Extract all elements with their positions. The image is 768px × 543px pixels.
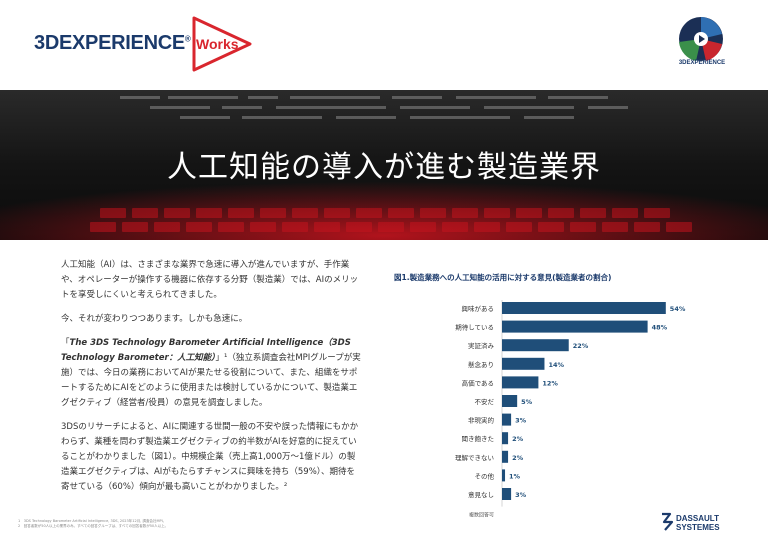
bar [502,395,518,407]
brand-name: 3DEXPERIENCE [34,32,185,54]
value-label: 5% [521,398,533,406]
category-label: 理解できない [455,453,494,462]
value-label: 3% [515,491,527,499]
bar [502,302,666,314]
footnote-1: 1 3DS Technology Barometer Artificial In… [18,519,167,523]
hero-title: 人工知能の導入が進む製造業界 [167,150,601,185]
chart-title: 図1.製造業務への人工知能の活用に対する意見(製造業者の割合) [394,273,612,282]
value-label: 2% [512,435,524,443]
category-label: 意見なし [468,490,494,499]
bar [502,357,545,370]
category-label: 興味がある [462,304,495,313]
dassault-mark-icon [662,512,674,531]
footnotes: 1 3DS Technology Barometer Artificial In… [18,519,378,529]
value-label: 2% [512,454,524,462]
bar [502,432,509,445]
category-label: 非現実的 [468,416,495,425]
article-body: 人工知能（AI）は、さまざまな業界で急速に導入が進んでいますが、手作業や、オペレ… [61,258,361,504]
compass-icon [679,17,723,61]
brand-logo: 3DEXPERIENCE® [34,32,191,55]
dassault-logo: DASSAULT SYSTEMES [676,514,720,532]
report-title: The 3DS Technology Barometer Artificial … [61,338,351,363]
category-label: 懸念あり [468,360,494,369]
opinion-bar-chart: 興味がある 54% 期待している 48% 実証済み 22% 懸念あり 14% 高価である 12% 不… [455,300,686,518]
paragraph-change: 今、それが変わりつつあります。しかも急速に。 [61,314,248,324]
paragraph-findings: 3DSのリサーチによると、AIに関連する世間一般の不安や誤った情報にもかかわらず… [61,422,359,492]
category-label: 高価である [462,378,494,387]
chart-note: 複数回答可 [469,512,494,518]
category-label: 聞き飽きた [462,434,495,443]
paragraph-survey: 「The 3DS Technology Barometer Artificial… [61,336,361,411]
value-label: 12% [542,379,558,387]
compass-label: 3DEXPERIENCE [678,60,726,66]
bar [502,376,539,389]
works-label: Works [196,36,239,52]
paragraph-intro: 人工知能（AI）は、さまざまな業界で急速に導入が進んでいますが、手作業や、オペレ… [61,260,359,300]
works-badge-icon [192,16,252,72]
bar [502,413,512,426]
bar [502,320,648,333]
bar [502,469,506,482]
value-label: 14% [548,361,564,369]
value-label: 1% [509,472,521,480]
bar [502,488,512,500]
quote-open: 「 [61,338,70,348]
dassault-line-2: SYSTEMES [676,523,720,532]
dassault-line-1: DASSAULT [676,514,719,523]
value-label: 22% [573,342,589,350]
value-label: 48% [652,324,668,332]
category-label: 不安だ [475,397,495,406]
bar [502,450,509,463]
value-label: 3% [515,417,527,425]
survey-description: 」¹（独立系調査会社MPIグループが実施）では、今日の業務においてAIが果たせる… [61,353,361,408]
value-label: 54% [670,305,686,313]
page-header: 3DEXPERIENCE® Works 3DEXPERIENCE [0,0,768,90]
hero-banner: 人工知能の導入が進む製造業界 [0,90,768,240]
category-label: その他 [475,471,495,480]
footnote-2: 2 回答者数が50人以上の業界のみ。すべての回答グループは、すべての回答者数が5… [18,524,169,528]
category-label: 期待している [455,323,494,332]
category-label: 実証済み [468,341,495,350]
bar [502,339,569,352]
brand-registered: ® [184,34,191,44]
hero-background-image [0,90,768,240]
